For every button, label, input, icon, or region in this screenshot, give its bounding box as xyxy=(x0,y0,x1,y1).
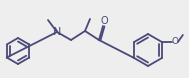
Text: N: N xyxy=(53,27,61,37)
Text: O: O xyxy=(171,38,178,46)
Text: O: O xyxy=(100,16,108,26)
